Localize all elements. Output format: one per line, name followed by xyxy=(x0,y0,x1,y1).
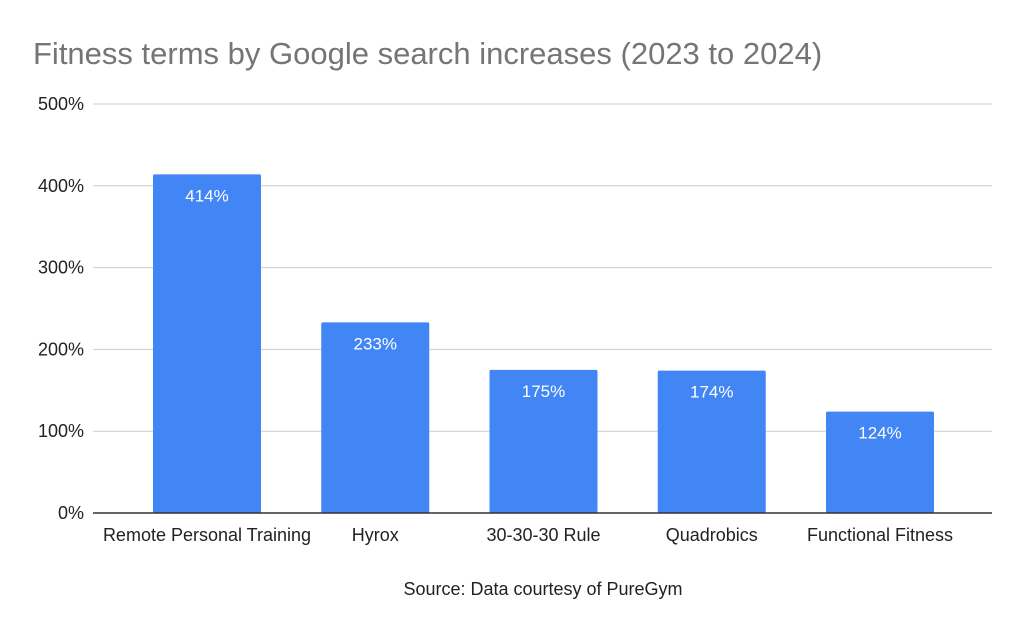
data-label: 175% xyxy=(522,382,565,401)
bar xyxy=(489,369,598,513)
x-tick-label: Hyrox xyxy=(352,525,399,545)
y-axis-ticks: 0% 100% 200% 300% 400% 500% xyxy=(38,94,84,523)
y-tick-label: 100% xyxy=(38,421,84,441)
bar xyxy=(657,370,766,513)
x-tick-label: 30-30-30 Rule xyxy=(486,525,600,545)
bar xyxy=(321,322,430,513)
data-label: 174% xyxy=(690,383,733,402)
y-tick-label: 0% xyxy=(58,503,84,523)
bars xyxy=(153,174,934,513)
x-axis-label: Source: Data courtesy of PureGym xyxy=(403,579,682,599)
data-labels: 414% 233% 175% 174% 124% xyxy=(185,186,901,442)
x-tick-label: Functional Fitness xyxy=(807,525,953,545)
y-tick-label: 500% xyxy=(38,94,84,114)
x-axis-ticks: Remote Personal Training Hyrox 30-30-30 Ru… xyxy=(103,525,953,545)
chart-title: Fitness terms by Google search increases… xyxy=(33,36,822,71)
y-tick-label: 200% xyxy=(38,339,84,359)
data-label: 233% xyxy=(354,334,397,353)
data-label: 414% xyxy=(185,186,228,205)
data-label: 124% xyxy=(858,424,901,443)
y-tick-label: 300% xyxy=(38,258,84,278)
bar xyxy=(826,411,934,513)
x-tick-label: Quadrobics xyxy=(666,525,758,545)
x-tick-label: Remote Personal Training xyxy=(103,525,311,545)
bar xyxy=(153,174,261,513)
y-tick-label: 400% xyxy=(38,176,84,196)
